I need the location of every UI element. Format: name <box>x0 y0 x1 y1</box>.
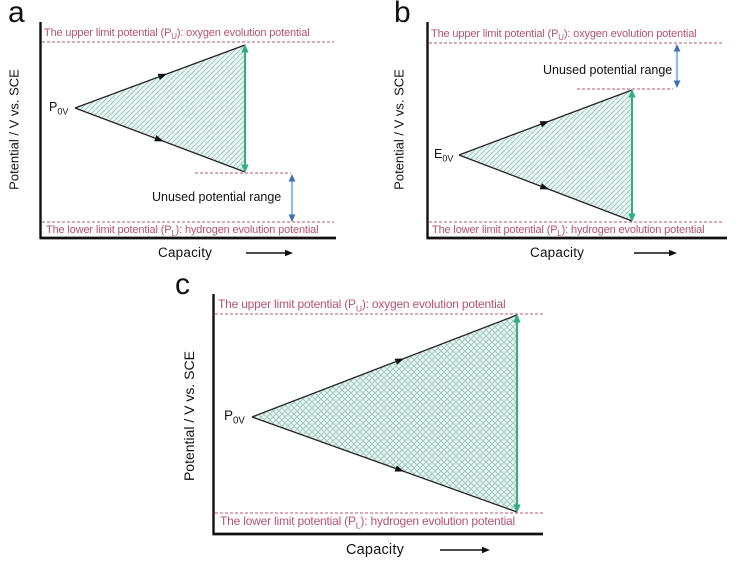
panel-b-capacity-arrow-icon <box>634 249 677 257</box>
panel-a-charge-direction-arrow-icon <box>157 73 168 80</box>
panel-b-hatched-region <box>459 90 632 221</box>
panel-c-potential-span-double-arrow-icon <box>513 314 521 513</box>
panel-a-capacity-arrow-icon <box>246 249 293 257</box>
panel-c-start-potential-label: P0V <box>224 408 245 427</box>
panel-a-tag: a <box>8 0 25 29</box>
panel-c-y-axis-label: Potential / V vs. SCE <box>180 351 197 482</box>
panel-b-start-potential-label: E0V <box>434 147 454 164</box>
panel-b-tag: b <box>394 0 411 29</box>
panel-b-x-axis-label: Capacity <box>530 245 585 260</box>
panel-b-y-axis-label: Potential / V vs. SCE <box>391 69 407 190</box>
panel-b-lower-limit-label: The lower limit potential (PL): hydrogen… <box>432 224 705 239</box>
panel-a-x-axis-label: Capacity <box>158 245 213 260</box>
panel-c-capacity-arrow-icon <box>440 546 490 554</box>
panel-b-potential-span-double-arrow-icon <box>628 89 636 222</box>
panel-c-upper-limit-label: The upper limit potential (PU): oxygen e… <box>218 297 506 314</box>
panel-c-discharge-direction-arrow-icon <box>394 465 405 472</box>
panel-b-unused-span-double-arrow-icon <box>673 44 681 88</box>
panel-c-x-axis-label: Capacity <box>346 542 405 558</box>
panel-a-lower-limit-label: The lower limit potential (PL): hydrogen… <box>46 224 319 239</box>
panel-a-unused-span-double-arrow-icon <box>288 174 296 222</box>
panel-a-y-axis-label: Potential / V vs. SCE <box>6 69 22 190</box>
panel-a-linework <box>39 22 336 257</box>
panel-b-linework <box>426 22 727 257</box>
panel-b-upper-limit-label: The upper limit potential (PU): oxygen e… <box>431 28 697 43</box>
panel-a-potential-span-double-arrow-icon <box>241 44 249 173</box>
panel-b-unused-range-label: Unused potential range <box>543 63 673 77</box>
panel-c-linework <box>212 294 543 554</box>
panel-c-hatched-region <box>252 315 517 512</box>
panel-a-unused-range-label: Unused potential range <box>152 190 282 204</box>
panel-b-charge-direction-arrow-icon <box>539 121 550 128</box>
panel-c-charge-discharge-curves <box>251 314 518 513</box>
panel-a-upper-limit-label: The upper limit potential (PU): oxygen e… <box>44 27 310 42</box>
panel-c-lower-limit-label: The lower limit potential (PL): hydrogen… <box>220 514 515 531</box>
panel-c-charge-direction-arrow-icon <box>394 358 405 365</box>
panel-a-hatched-region <box>75 45 245 172</box>
panel-a-start-potential-label: P0V <box>49 100 69 117</box>
panel-a-discharge-direction-arrow-icon <box>154 135 164 142</box>
panel-c-tag: c <box>175 268 190 301</box>
panel-b-discharge-direction-arrow-icon <box>539 183 550 190</box>
